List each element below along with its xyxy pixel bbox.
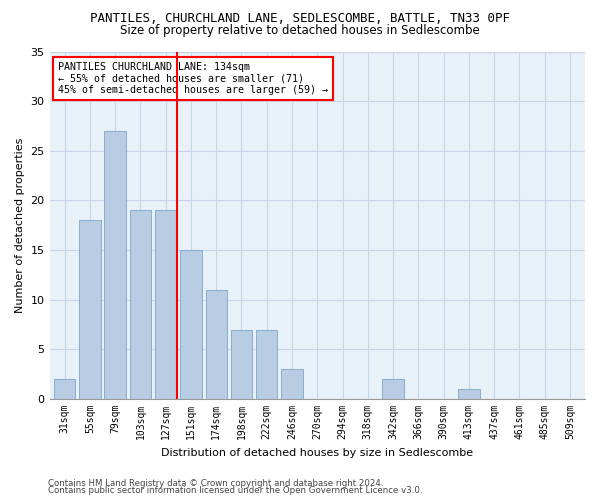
Bar xyxy=(155,210,176,399)
Bar xyxy=(458,389,479,399)
Bar xyxy=(79,220,101,399)
Bar xyxy=(382,379,404,399)
Bar xyxy=(281,370,303,399)
Text: Size of property relative to detached houses in Sedlescombe: Size of property relative to detached ho… xyxy=(120,24,480,37)
Text: PANTILES, CHURCHLAND LANE, SEDLESCOMBE, BATTLE, TN33 0PF: PANTILES, CHURCHLAND LANE, SEDLESCOMBE, … xyxy=(90,12,510,26)
Bar xyxy=(256,330,277,399)
Text: Contains public sector information licensed under the Open Government Licence v3: Contains public sector information licen… xyxy=(48,486,422,495)
Bar xyxy=(180,250,202,399)
X-axis label: Distribution of detached houses by size in Sedlescombe: Distribution of detached houses by size … xyxy=(161,448,473,458)
Bar xyxy=(231,330,252,399)
Bar xyxy=(206,290,227,399)
Bar xyxy=(104,131,126,399)
Bar xyxy=(54,379,76,399)
Text: Contains HM Land Registry data © Crown copyright and database right 2024.: Contains HM Land Registry data © Crown c… xyxy=(48,478,383,488)
Text: PANTILES CHURCHLAND LANE: 134sqm
← 55% of detached houses are smaller (71)
45% o: PANTILES CHURCHLAND LANE: 134sqm ← 55% o… xyxy=(58,62,328,95)
Bar xyxy=(130,210,151,399)
Y-axis label: Number of detached properties: Number of detached properties xyxy=(15,138,25,313)
